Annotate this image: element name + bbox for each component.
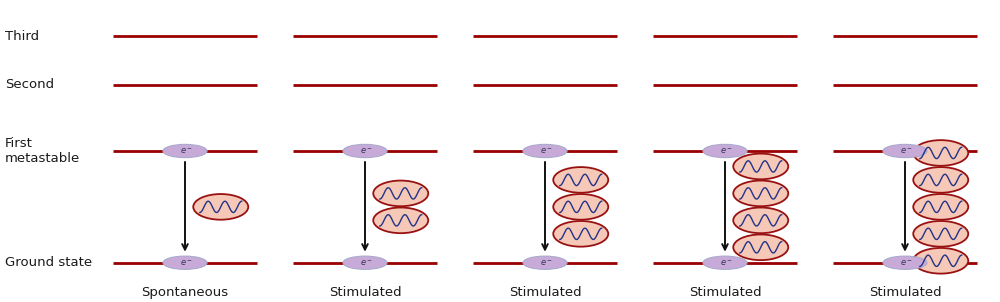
- Ellipse shape: [193, 194, 248, 220]
- Text: Stimulated: Stimulated: [329, 286, 401, 299]
- Circle shape: [343, 256, 387, 269]
- Text: Stimulated: Stimulated: [869, 286, 941, 299]
- Text: $e^-$: $e^-$: [360, 258, 372, 268]
- Text: $e^-$: $e^-$: [720, 258, 732, 268]
- Text: $e^-$: $e^-$: [900, 146, 912, 156]
- Text: Ground state: Ground state: [5, 256, 92, 269]
- Ellipse shape: [913, 140, 968, 166]
- Text: Spontaneous: Spontaneous: [141, 286, 229, 299]
- Text: Second: Second: [5, 78, 54, 91]
- Ellipse shape: [913, 167, 968, 193]
- Ellipse shape: [913, 221, 968, 247]
- Text: $e^-$: $e^-$: [540, 146, 552, 156]
- Text: $e^-$: $e^-$: [540, 258, 552, 268]
- Ellipse shape: [553, 167, 608, 193]
- Ellipse shape: [913, 248, 968, 274]
- Text: First
metastable: First metastable: [5, 137, 80, 165]
- Text: $e^-$: $e^-$: [720, 146, 732, 156]
- Circle shape: [703, 256, 747, 269]
- Ellipse shape: [553, 194, 608, 220]
- Circle shape: [883, 256, 927, 269]
- Text: $e^-$: $e^-$: [360, 146, 372, 156]
- Circle shape: [163, 256, 207, 269]
- Circle shape: [703, 144, 747, 158]
- Ellipse shape: [553, 221, 608, 247]
- Ellipse shape: [733, 234, 788, 260]
- Ellipse shape: [913, 194, 968, 220]
- Text: $e^-$: $e^-$: [180, 146, 192, 156]
- Circle shape: [523, 144, 567, 158]
- Ellipse shape: [733, 154, 788, 179]
- Text: Stimulated: Stimulated: [509, 286, 581, 299]
- Text: $e^-$: $e^-$: [180, 258, 192, 268]
- Ellipse shape: [733, 207, 788, 233]
- Circle shape: [523, 256, 567, 269]
- Text: $e^-$: $e^-$: [900, 258, 912, 268]
- Ellipse shape: [373, 207, 428, 233]
- Circle shape: [883, 144, 927, 158]
- Ellipse shape: [373, 181, 428, 206]
- Circle shape: [163, 144, 207, 158]
- Ellipse shape: [733, 181, 788, 206]
- Text: Stimulated: Stimulated: [689, 286, 761, 299]
- Text: Third: Third: [5, 30, 39, 43]
- Circle shape: [343, 144, 387, 158]
